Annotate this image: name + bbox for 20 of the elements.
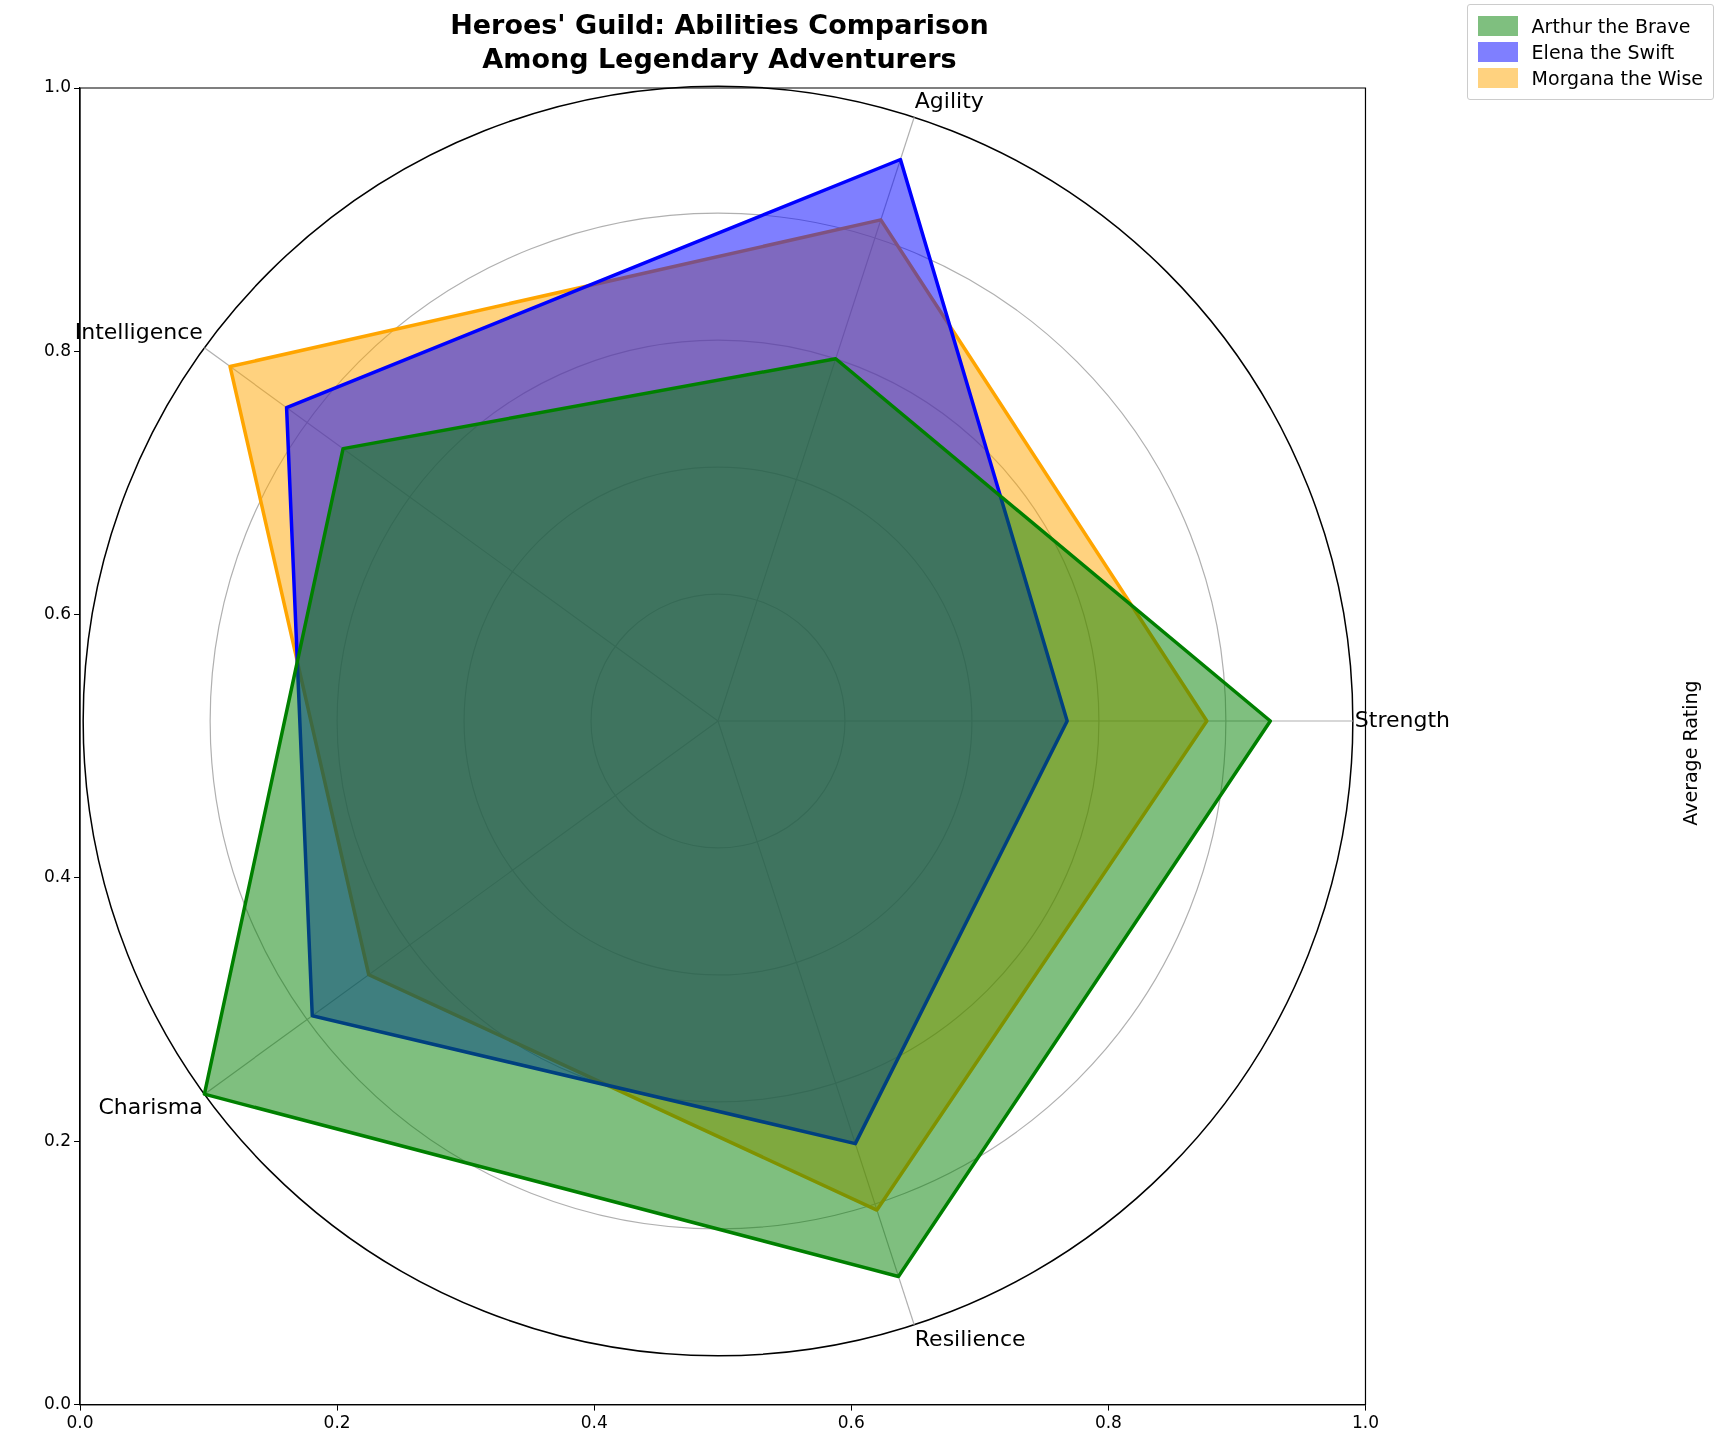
legend-label: Morgana the Wise	[1531, 67, 1703, 89]
spoke-label: Charisma	[98, 1094, 203, 1120]
legend-label: Elena the Swift	[1531, 41, 1675, 63]
y-tick-label: 1.0	[43, 76, 72, 97]
x-tick-label: 0.8	[1094, 1412, 1122, 1433]
y-tick-label: 0.6	[43, 603, 72, 624]
x-tick-label: 0.0	[66, 1412, 94, 1433]
y-tick-label: 0.4	[43, 866, 72, 887]
x-tick-label: 0.6	[837, 1412, 865, 1433]
x-tick-label: 1.0	[1351, 1412, 1380, 1433]
spoke-label: Agility	[914, 87, 984, 113]
legend-label: Arthur the Brave	[1531, 15, 1691, 37]
y-axis-title: Average Rating	[1679, 680, 1701, 826]
text: Heroes' Guild: Abilities Comparison Among Legendary Adventurers	[449, 8, 990, 76]
y-tick-label: 0.2	[43, 1129, 72, 1150]
y-tick-label: 0.8	[43, 339, 72, 360]
y-tick-label: 0.0	[43, 1393, 72, 1414]
spoke-label: Resilience	[914, 1325, 1026, 1351]
x-tick-label: 0.4	[580, 1412, 608, 1433]
x-tick-label: 0.2	[323, 1412, 351, 1433]
